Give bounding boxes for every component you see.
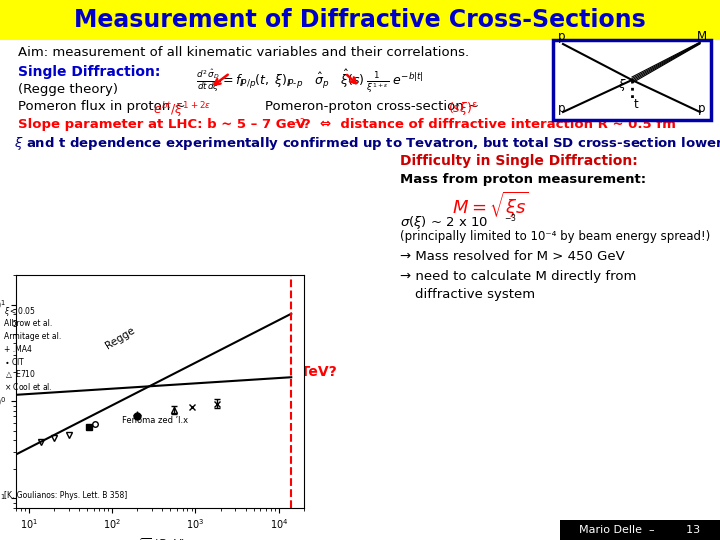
Text: $\sigma(\xi)$ ~ 2 x 10: $\sigma(\xi)$ ~ 2 x 10	[400, 214, 488, 231]
Text: (Regge theory): (Regge theory)	[18, 83, 118, 96]
Text: (principally limited to 10⁻⁴ by beam energy spread!): (principally limited to 10⁻⁴ by beam ene…	[400, 230, 710, 243]
Text: $(s\xi)^\varepsilon$: $(s\xi)^\varepsilon$	[448, 100, 478, 117]
Text: $\frac{d^2\,\hat{\sigma}_D}{dt\,d\xi}$$= f_{I\!P/p}(t,\;\xi)_{I\!P\text{-}p}$$\q: $\frac{d^2\,\hat{\sigma}_D}{dt\,d\xi}$$=…	[196, 67, 424, 94]
Text: + .MA4: + .MA4	[4, 345, 32, 354]
Text: → Mass resolved for M > 450 GeV: → Mass resolved for M > 450 GeV	[400, 250, 625, 263]
Text: $\xi$: $\xi$	[618, 77, 626, 93]
Text: p: p	[698, 102, 706, 115]
Text: Difficulty in Single Diffraction:: Difficulty in Single Diffraction:	[400, 154, 638, 168]
Text: Measurement of Diffractive Cross-Sections: Measurement of Diffractive Cross-Section…	[74, 8, 646, 32]
Text: At 14 TeV?: At 14 TeV?	[253, 365, 336, 379]
Bar	[553, 40, 711, 120]
Text: $\bullet$ CIT: $\bullet$ CIT	[4, 356, 25, 367]
Text: Slope parameter at LHC: b ~ 5 – 7 GeV: Slope parameter at LHC: b ~ 5 – 7 GeV	[18, 118, 306, 131]
Text: Fenoma zed ’l.x: Fenoma zed ’l.x	[122, 416, 188, 425]
Text: $\xi$ and t dependence experimentally confirmed up to Tevatron, but total SD cro: $\xi$ and t dependence experimentally co…	[14, 135, 720, 152]
Text: $\xi < 0.05$: $\xi < 0.05$	[4, 305, 36, 318]
Text: Mario Delle  –         13: Mario Delle – 13	[580, 525, 701, 535]
Text: $e^{bt}/\xi^{1+2\varepsilon}$: $e^{bt}/\xi^{1+2\varepsilon}$	[153, 100, 211, 119]
Text: $^{-2}$: $^{-2}$	[293, 118, 306, 128]
Text: Pomeron-proton cross-section ~: Pomeron-proton cross-section ~	[265, 100, 483, 113]
Text: Mass from proton measurement:: Mass from proton measurement:	[400, 173, 646, 186]
Text: Regge: Regge	[104, 325, 137, 350]
Text: Albrow et al.: Albrow et al.	[4, 320, 52, 328]
Text: Single Diffraction:: Single Diffraction:	[18, 65, 161, 79]
Text: ?  ⇔  distance of diffractive interaction R ~ 0.5 fm: ? ⇔ distance of diffractive interaction …	[303, 118, 676, 131]
Text: $\times$ Cool et al.: $\times$ Cool et al.	[4, 381, 52, 393]
Text: $M = \sqrt{\xi s}$: $M = \sqrt{\xi s}$	[451, 190, 528, 220]
Text: t: t	[634, 98, 639, 111]
Text: → need to calculate M directly from: → need to calculate M directly from	[400, 270, 636, 283]
Text: $^{-3}$: $^{-3}$	[504, 214, 517, 224]
Text: $\triangle$ E710: $\triangle$ E710	[4, 368, 36, 380]
Text: [K. Goulianos: Phys. Lett. B 358]: [K. Goulianos: Phys. Lett. B 358]	[4, 491, 127, 500]
Text: Armitage et al.: Armitage et al.	[4, 332, 61, 341]
Text: M: M	[697, 30, 707, 43]
Text: p: p	[558, 30, 565, 43]
Text: Pomeron flux in proton ~: Pomeron flux in proton ~	[18, 100, 190, 113]
Bar	[560, 520, 720, 540]
Text: diffractive system: diffractive system	[415, 288, 535, 301]
Bar	[0, 0, 720, 40]
Text: p: p	[558, 102, 565, 115]
Text: Aim: measurement of all kinematic variables and their correlations.: Aim: measurement of all kinematic variab…	[18, 46, 469, 59]
X-axis label: $\sqrt{s}$ (GeV): $\sqrt{s}$ (GeV)	[134, 537, 186, 540]
